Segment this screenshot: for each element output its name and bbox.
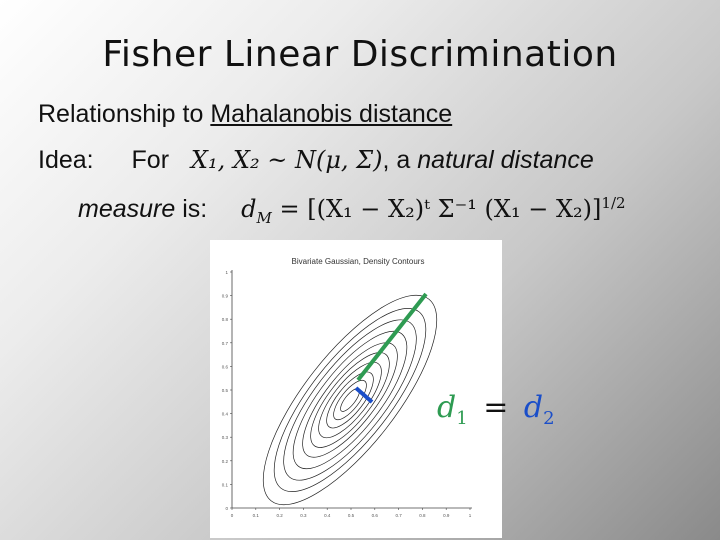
y-ticks: 1 0.9 0.8 0.7 0.6 0.5 0.4 0.3 0.2 0.1 0 [222,270,232,511]
relationship-line: Relationship to Mahalanobis distance [38,100,452,129]
d1-symbol: d1 [437,390,468,429]
y-tick-label: 0.7 [222,341,229,346]
x-tick-label: 0.7 [395,513,402,518]
is-word: is: [182,195,208,223]
y-tick-label: 0.2 [222,459,229,464]
density-contour [333,379,367,421]
density-contour-figure: Bivariate Gaussian, Density Contours 1 0.… [210,240,502,538]
for-word: For [131,146,170,174]
equals-sign: = [483,390,509,425]
x-tick-label: 0.1 [253,513,260,518]
contour-plot: Bivariate Gaussian, Density Contours 1 0.… [222,257,472,518]
mahalanobis-formula-render: dM = [(X₁ − X₂)ᵗ Σ⁻¹ (X₁ − X₂)]1/2 [241,194,626,227]
density-contour [310,352,390,448]
d2-segment [354,386,374,404]
natural-distance-text: natural distance [417,146,594,174]
density-contour [292,330,408,470]
x-tick-label: 1 [469,513,472,518]
y-tick-label: 0.9 [222,294,229,299]
density-contour [326,371,374,429]
density-contours [262,294,438,506]
mahalanobis-formula: dM = [(X₁ − X₂)ᵗ Σ⁻¹ (X₁ − X₂)]1/2 [241,194,626,227]
d2-symbol: d2 [523,390,555,429]
density-contour [273,308,427,492]
x-tick-label: 0.4 [324,513,331,518]
distance-equality: d1 = d2 [437,390,555,429]
y-tick-label: 0.8 [222,317,229,322]
y-tick-label: 1 [225,270,228,275]
mahalanobis-distance-link: Mahalanobis distance [210,100,453,128]
density-contour [283,319,417,481]
x-tick-label: 0.5 [348,513,355,518]
comma-a: , a [382,146,411,174]
density-contour [302,342,398,458]
x-ticks: 0 0.1 0.2 0.3 0.4 0.5 0.6 0.7 0.8 0.9 1 [231,508,472,518]
x-tick-label: 0.9 [443,513,450,518]
y-tick-label: 0.3 [222,435,229,440]
relationship-prefix: Relationship to [38,100,204,128]
y-tick-label: 0.6 [222,364,229,369]
density-contour [318,361,382,439]
x-tick-label: 0.3 [300,513,307,518]
x-tick-label: 0.6 [372,513,379,518]
x-tick-label: 0.2 [276,513,283,518]
y-tick-label: 0 [225,506,228,511]
idea-line: Idea: For X₁, X₂ ~ N(μ, Σ), a natural di… [38,146,594,175]
y-tick-label: 0.4 [222,412,229,417]
slide-title: Fisher Linear Discrimination [102,34,618,75]
y-tick-label: 0.5 [222,388,229,393]
idea-label: Idea: [38,146,94,174]
y-tick-label: 0.1 [222,482,229,487]
x-tick-label: 0.8 [419,513,426,518]
distribution-expression: X₁, X₂ ~ N(μ, Σ) [190,146,383,174]
measure-word: measure [78,195,176,223]
figure-title: Bivariate Gaussian, Density Contours [292,257,425,266]
d1-segment [356,292,428,382]
density-contour [262,294,438,506]
measure-line: measure is: dM = [(X₁ − X₂)ᵗ Σ⁻¹ (X₁ − X… [78,194,626,227]
x-tick-label: 0 [231,513,234,518]
